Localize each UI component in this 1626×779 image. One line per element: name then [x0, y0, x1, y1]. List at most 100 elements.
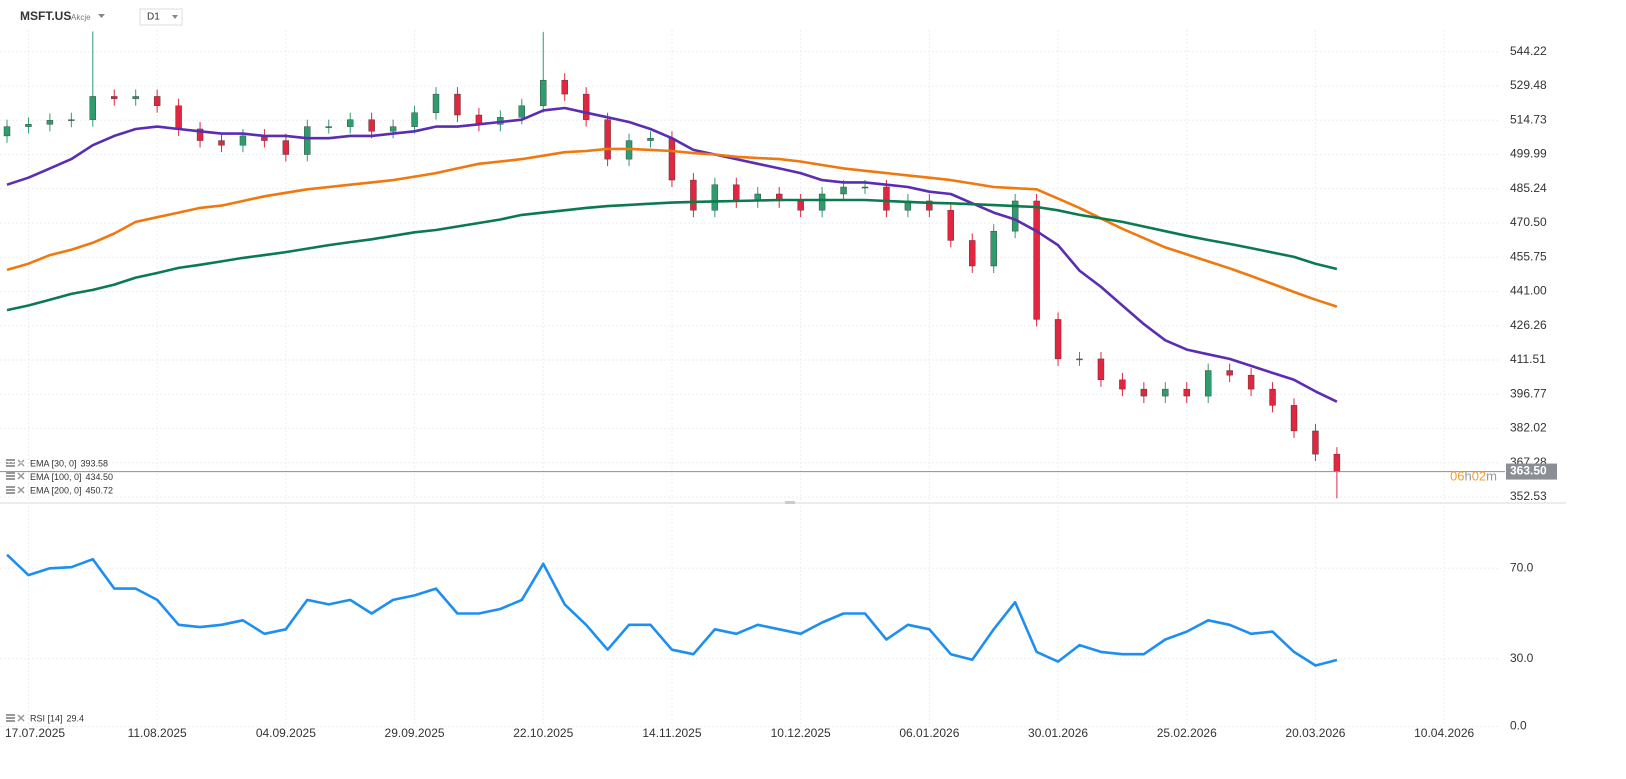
x-tick-label: 04.09.2025	[256, 726, 316, 740]
countdown-part: 06	[1450, 469, 1464, 484]
candle-body	[647, 138, 654, 141]
ema-line	[6, 198, 1338, 312]
legend-value: 29.4	[67, 713, 85, 723]
candle-body	[1054, 319, 1062, 360]
candle-body	[1226, 370, 1233, 376]
candle-body	[325, 126, 332, 128]
legend-value: 393.58	[81, 458, 109, 468]
candle-body	[861, 186, 869, 189]
candle-body	[1290, 405, 1298, 432]
candle-body	[175, 105, 182, 130]
candle-body	[1033, 200, 1040, 320]
candle-body	[1204, 370, 1212, 397]
candle-body	[604, 119, 611, 160]
candle-body	[711, 184, 719, 211]
candle-body	[218, 140, 225, 146]
x-tick-label: 20.03.2026	[1285, 726, 1345, 740]
countdown: 06h02m	[1450, 469, 1497, 484]
candle-body	[153, 96, 161, 106]
countdown-part: 02	[1472, 469, 1486, 484]
candle-body	[25, 124, 32, 127]
candle-body	[668, 138, 676, 181]
x-tick-label: 22.10.2025	[513, 726, 573, 740]
candle-body	[926, 200, 933, 211]
dropdown-arrow[interactable]	[172, 15, 178, 19]
x-tick-label: 25.02.2026	[1157, 726, 1217, 740]
countdown-part: h	[1464, 469, 1471, 484]
y-tick-label: 544.22	[1510, 44, 1547, 58]
candle-body	[111, 96, 118, 99]
candle-body	[389, 126, 397, 132]
dropdown-arrow[interactable]	[98, 14, 105, 18]
candle-body	[1076, 358, 1083, 361]
candle-body	[432, 93, 440, 113]
symbol-type: Akcje	[71, 13, 91, 22]
y-tick-label: 455.75	[1510, 249, 1547, 263]
candle-body	[347, 119, 354, 127]
candle-body	[411, 112, 418, 127]
ema-line	[6, 147, 1338, 308]
x-tick-label: 10.12.2025	[771, 726, 831, 740]
candle-body	[132, 96, 139, 99]
candle-body	[46, 120, 54, 125]
x-tick-label: 06.01.2026	[899, 726, 959, 740]
candle-body	[1011, 200, 1019, 232]
candle-body	[797, 200, 804, 211]
y-tick-label: 470.50	[1510, 215, 1547, 229]
candle-body	[518, 105, 525, 118]
x-tick-label: 17.07.2025	[5, 726, 65, 740]
candle-body	[1333, 453, 1341, 472]
symbol-title: MSFT.US	[20, 9, 71, 23]
price-label: 363.50	[1510, 464, 1547, 478]
candle-body	[3, 126, 11, 137]
y-tick-label: 396.77	[1510, 386, 1547, 400]
rsi-line	[6, 553, 1338, 667]
candle-body	[733, 184, 740, 202]
y-tick-label: 499.99	[1510, 147, 1547, 161]
x-tick-label: 29.09.2025	[385, 726, 445, 740]
x-tick-label: 14.11.2025	[642, 726, 701, 740]
candle-body	[1162, 388, 1169, 397]
candle-body	[1269, 388, 1276, 406]
legend-name: EMA [200, 0]	[30, 485, 82, 495]
y-tick-label: 529.48	[1510, 78, 1547, 92]
candle-body	[1097, 358, 1105, 381]
candle-body	[368, 119, 375, 132]
legend-name: EMA [30, 0]	[30, 458, 77, 468]
candle-body	[840, 186, 847, 195]
y-tick-label: 426.26	[1510, 318, 1547, 332]
timeframe-box[interactable]	[139, 8, 183, 26]
y-tick-label: 352.53	[1510, 489, 1547, 503]
y-tick-label: 0.0	[1510, 719, 1527, 733]
y-tick-label: 411.51	[1510, 352, 1546, 366]
countdown-part: m	[1486, 469, 1497, 484]
legend-value: 434.50	[86, 472, 114, 482]
y-tick-label: 30.0	[1510, 651, 1534, 665]
y-tick-label: 441.00	[1510, 284, 1547, 298]
candle-body	[282, 140, 290, 155]
candle-body	[1140, 388, 1148, 397]
y-tick-label: 70.0	[1510, 560, 1534, 574]
candle-body	[947, 210, 954, 241]
candle-body	[540, 79, 547, 106]
candle-body	[1119, 379, 1126, 390]
candle-body	[818, 193, 826, 211]
candle-body	[68, 119, 75, 121]
candle-body	[1183, 388, 1190, 397]
price-label-box	[1506, 463, 1557, 480]
candle-body	[196, 128, 204, 141]
pane-handle[interactable]	[785, 501, 795, 504]
y-tick-label: 485.24	[1510, 181, 1547, 195]
x-tick-label: 10.04.2026	[1414, 726, 1474, 740]
candle-body	[690, 179, 697, 211]
candle-body	[969, 240, 976, 267]
candle-body	[89, 96, 97, 120]
candle-body	[582, 93, 590, 120]
timeframe: D1	[147, 12, 160, 23]
candle-body	[454, 93, 461, 116]
candle-body	[1312, 430, 1319, 455]
y-tick-label: 514.73	[1510, 112, 1547, 126]
candle-body	[239, 135, 247, 146]
